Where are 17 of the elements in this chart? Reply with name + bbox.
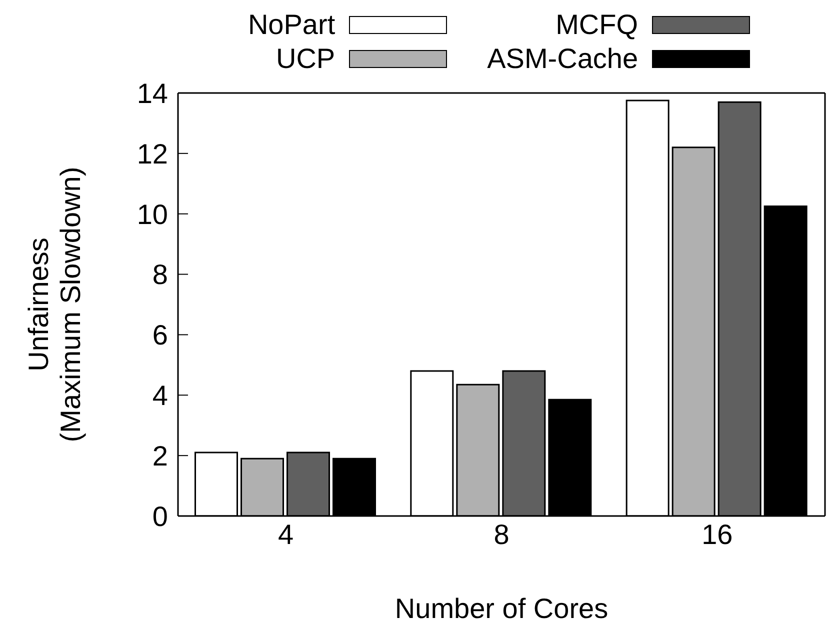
legend-label: NoPart — [248, 9, 336, 41]
y-tick-label: 12 — [136, 138, 168, 170]
x-tick-label: 4 — [278, 518, 294, 550]
y-tick-label: 10 — [136, 198, 168, 230]
y-tick-label: 0 — [152, 500, 168, 532]
legend-label: ASM-Cache — [487, 43, 638, 75]
x-tick-label: 8 — [494, 518, 510, 550]
y-axis-title: Unfairness (Maximum Slowdown) — [23, 166, 86, 442]
y-tick-label: 4 — [152, 380, 168, 412]
y-tick-label: 2 — [152, 440, 168, 472]
y-tick-label: 8 — [152, 259, 168, 290]
x-tick-label: 16 — [702, 518, 733, 550]
x-axis-title: Number of Cores — [394, 593, 608, 624]
legend-label: UCP — [276, 43, 336, 75]
y-tick-label: 6 — [152, 320, 168, 351]
y-tick-label: 14 — [136, 78, 168, 109]
legend-label: MCFQ — [556, 9, 638, 41]
